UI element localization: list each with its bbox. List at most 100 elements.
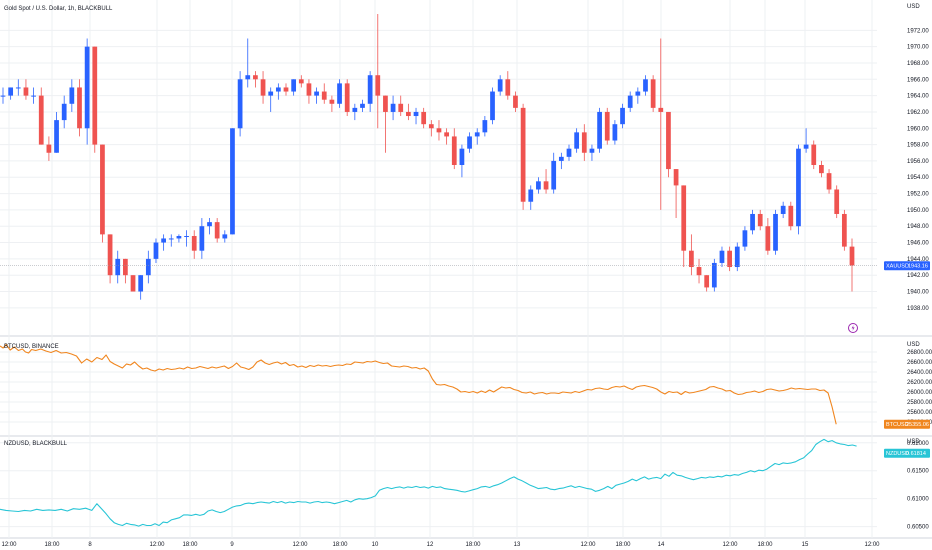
- candle: [107, 234, 113, 284]
- candle-body: [734, 246, 740, 268]
- candle: [291, 79, 297, 96]
- price-axis-label: 1972.00: [907, 28, 929, 34]
- price-axis-label: 0.60500: [907, 525, 929, 531]
- time-axis-label: 18:00: [757, 542, 773, 548]
- candle: [482, 116, 488, 137]
- candle-body: [757, 213, 763, 227]
- candle: [130, 275, 136, 292]
- candle-body: [620, 107, 625, 125]
- candle-body: [780, 205, 786, 214]
- series-line: [0, 438, 857, 527]
- price-axis-label: 1966.00: [907, 77, 929, 83]
- candle-body: [704, 275, 710, 288]
- candle-body: [811, 144, 817, 165]
- candle: [321, 83, 327, 104]
- candle: [15, 79, 21, 96]
- candle: [742, 226, 748, 251]
- candle-body: [214, 222, 220, 239]
- price-axis-label: 1964.00: [907, 94, 929, 100]
- time-axis-label: 18:00: [332, 542, 348, 548]
- candle: [329, 95, 335, 112]
- candle-body: [612, 124, 618, 141]
- time-axis-label: 12:00: [864, 542, 880, 548]
- candle-body: [390, 103, 396, 112]
- candle: [681, 185, 687, 268]
- candle-body: [145, 258, 151, 276]
- nzd-line-pane[interactable]: [0, 438, 857, 527]
- candle-body: [436, 128, 442, 133]
- candle: [176, 234, 182, 243]
- candle-body: [459, 148, 465, 165]
- nzd-last-price-badge: NZDUSD 0.61814: [884, 448, 930, 458]
- candle: [604, 107, 610, 145]
- candle: [260, 71, 266, 104]
- candle: [268, 87, 274, 112]
- candle-body: [168, 238, 174, 240]
- candle-body: [681, 185, 687, 251]
- candle: [513, 91, 518, 112]
- gold-candlestick-pane[interactable]: [0, 14, 877, 300]
- candle-body: [673, 169, 679, 186]
- price-axis-label: 0.61000: [907, 497, 929, 503]
- candle-body: [727, 250, 732, 268]
- price-axis-label: 1970.00: [907, 45, 929, 51]
- candle: [773, 209, 778, 255]
- price-axis-label: 26400.00: [907, 370, 932, 376]
- candle-body: [788, 205, 794, 227]
- candle-body: [604, 111, 610, 141]
- candle-body: [497, 79, 503, 92]
- nzd-unit-label: USD: [907, 439, 920, 445]
- candle-body: [406, 111, 411, 117]
- candle-body: [558, 156, 564, 161]
- time-axis-label: 9: [230, 542, 234, 548]
- candle: [819, 160, 824, 178]
- candle: [237, 71, 243, 137]
- candle-body: [0, 95, 6, 97]
- time-axis-label: 18:00: [44, 542, 60, 548]
- candle: [780, 201, 786, 219]
- candle: [100, 144, 105, 243]
- candle-body: [191, 236, 197, 251]
- candle: [306, 79, 312, 104]
- candle: [558, 152, 564, 170]
- candle: [643, 75, 648, 96]
- candle-body: [69, 87, 75, 104]
- candle: [704, 275, 710, 292]
- candle: [275, 83, 281, 100]
- price-axis-label: 26200.00: [907, 380, 932, 386]
- lightning-icon[interactable]: [848, 323, 858, 333]
- candle: [734, 242, 740, 272]
- candle-body: [298, 79, 304, 84]
- candle: [520, 103, 526, 210]
- candle: [230, 128, 235, 235]
- candle-body: [666, 111, 671, 170]
- time-axis[interactable]: 12:00 18:00 8 12:00 18:00 9 12:00 18:00 10 12 18:0…: [1, 542, 880, 548]
- candle-body: [161, 238, 166, 243]
- candle: [253, 71, 258, 88]
- nzd-badge-value: 0.61814: [906, 451, 926, 457]
- candle: [138, 275, 144, 300]
- price-axis-label: 1968.00: [907, 61, 929, 67]
- candle-body: [367, 75, 373, 104]
- candle: [841, 209, 847, 251]
- candle-body: [589, 148, 595, 153]
- candle-body: [474, 132, 480, 137]
- candle-body: [536, 181, 541, 190]
- btc-line-pane[interactable]: [0, 343, 837, 425]
- price-axis-label: 1962.00: [907, 110, 929, 116]
- candle: [627, 91, 633, 112]
- candle: [428, 120, 434, 137]
- candle-body: [383, 95, 388, 112]
- candle: [283, 83, 289, 96]
- candle-body: [23, 87, 29, 96]
- candle-body: [230, 128, 235, 235]
- time-axis-label: 12:00: [1, 542, 17, 548]
- candle: [490, 87, 495, 125]
- candle-body: [711, 262, 717, 288]
- candle: [635, 87, 641, 104]
- candle: [757, 209, 763, 231]
- candle: [161, 234, 166, 251]
- candle: [168, 234, 174, 247]
